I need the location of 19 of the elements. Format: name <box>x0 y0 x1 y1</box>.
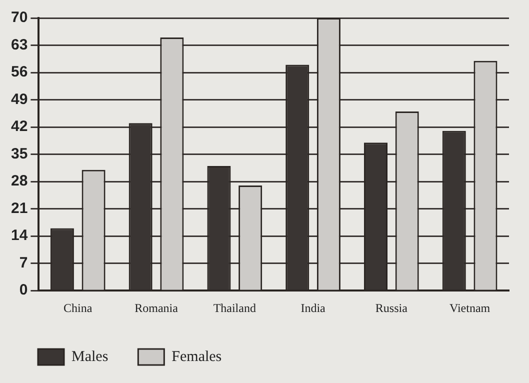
y-tick-label: 28 <box>10 172 28 190</box>
y-tick-label: 49 <box>10 90 28 108</box>
legend-label: Females <box>172 348 222 365</box>
x-tick-label: India <box>300 300 326 315</box>
legend-label: Males <box>72 348 108 365</box>
x-tick-label: China <box>64 300 93 315</box>
y-tick-label: 63 <box>10 36 28 54</box>
x-tick-label: Romania <box>134 300 179 315</box>
x-tick-label: Vietnam <box>450 300 491 315</box>
y-tick-label: 35 <box>10 145 28 162</box>
x-tick-label: Thailand <box>213 300 256 315</box>
y-tick-label: 42 <box>10 118 28 136</box>
y-tick-label: 70 <box>10 9 28 26</box>
x-tick-label: Russia <box>375 300 408 315</box>
y-tick-label: 0 <box>19 282 28 299</box>
y-tick-label: 14 <box>10 227 28 244</box>
y-tick-label: 56 <box>10 64 28 81</box>
y-tick-label: 7 <box>19 254 28 272</box>
y-tick-label: 21 <box>10 200 28 217</box>
